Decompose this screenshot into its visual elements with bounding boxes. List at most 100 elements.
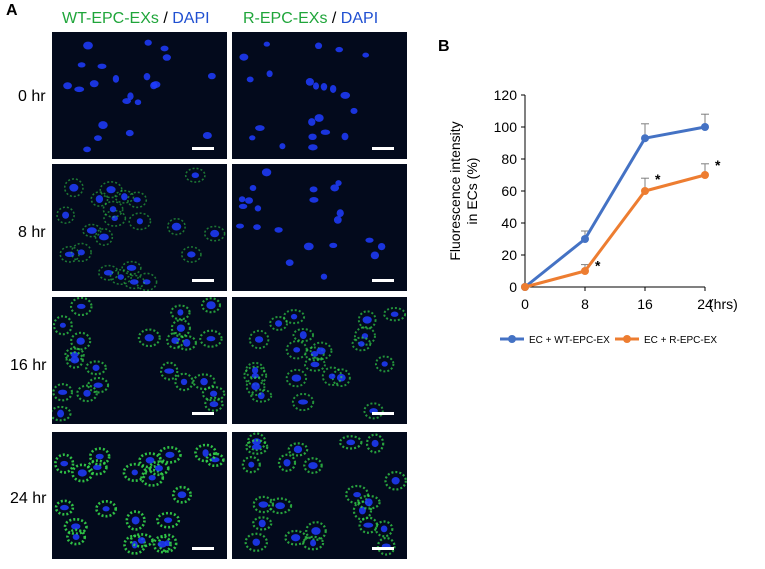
nucleus: [364, 498, 373, 507]
nucleus: [77, 469, 87, 477]
nucleus: [291, 534, 301, 542]
nucleus: [263, 41, 270, 47]
nucleus: [72, 533, 80, 540]
exosome-signal: [140, 468, 165, 487]
exosome-signal: [184, 167, 206, 183]
exosome-signal: [122, 462, 147, 482]
nucleus: [71, 523, 81, 530]
exosome-signal: [192, 373, 216, 390]
exosome-signal: [292, 328, 315, 343]
scale-bar: [192, 147, 214, 150]
exosome-signal: [283, 309, 306, 325]
nucleus: [275, 320, 283, 327]
exosome-signal: [102, 200, 124, 218]
exosome-signal: [268, 497, 293, 515]
exosome-signal: [166, 331, 185, 350]
nucleus: [106, 186, 116, 194]
nucleus: [340, 91, 351, 99]
nucleus: [202, 132, 212, 139]
nucleus: [206, 336, 216, 342]
panel-a-letter: A: [6, 2, 18, 19]
exosome-signal: [166, 217, 186, 236]
exosome-signal: [56, 206, 75, 224]
nucleus: [314, 42, 323, 50]
nucleus: [77, 62, 86, 68]
nucleus: [99, 233, 109, 241]
y-tick-label: 100: [494, 119, 518, 135]
nucleus: [329, 242, 338, 249]
exosome-signal: [248, 329, 270, 350]
exosome-signal: [352, 500, 373, 521]
exosome-signal: [52, 383, 74, 402]
exosome-signal: [305, 521, 327, 541]
exosome-signal: [180, 246, 202, 263]
nucleus: [160, 45, 169, 52]
nucleus: [258, 501, 269, 508]
column-header-wt-blue: DAPI: [172, 10, 210, 27]
data-point: [641, 134, 649, 143]
data-point: [581, 235, 589, 243]
nucleus: [60, 504, 69, 511]
nucleus: [97, 63, 107, 69]
nucleus: [350, 107, 358, 114]
nucleus: [320, 129, 331, 135]
exosome-signal: [148, 460, 170, 477]
nucleus: [102, 506, 110, 512]
nucleus: [253, 224, 261, 230]
nucleus: [285, 259, 294, 266]
exosome-signal: [250, 388, 273, 403]
legend-swatch-marker: [623, 335, 631, 343]
y-tick-label: 60: [501, 183, 517, 199]
exosome-signal: [363, 402, 384, 420]
exosome-signal: [201, 297, 222, 314]
nucleus: [70, 356, 80, 364]
exosome-signal: [54, 499, 75, 516]
nucleus: [353, 492, 361, 498]
nucleus: [308, 144, 318, 151]
nucleus: [381, 361, 388, 367]
nucleus: [314, 114, 324, 122]
exosome-signal: [82, 223, 102, 238]
exosome-signal: [199, 329, 223, 348]
nucleus: [311, 527, 321, 535]
exosome-signal: [170, 319, 191, 338]
nucleus: [70, 351, 79, 358]
nucleus: [209, 390, 218, 397]
nucleus: [330, 184, 340, 192]
nucleus: [62, 211, 70, 219]
nucleus: [239, 53, 249, 61]
exosome-signal: [321, 366, 343, 386]
y-tick-label: 120: [494, 87, 518, 103]
nucleus: [252, 538, 261, 546]
nucleus: [162, 54, 171, 61]
nucleus: [251, 382, 260, 391]
nucleus: [157, 540, 167, 548]
x-tick-label: 16: [637, 296, 653, 312]
nucleus: [257, 392, 265, 400]
exosome-signal: [356, 494, 381, 510]
exosome-signal: [86, 459, 108, 476]
micrograph-background: [232, 297, 407, 424]
nucleus: [336, 209, 344, 218]
nucleus: [63, 82, 72, 90]
nucleus: [310, 361, 320, 368]
exosome-signal: [103, 209, 127, 227]
nucleus: [391, 476, 400, 485]
nucleus: [95, 195, 104, 204]
exosome-signal: [159, 361, 179, 381]
exosome-signal: [277, 453, 297, 472]
nucleus: [335, 46, 344, 53]
x-tick-label: 8: [581, 296, 589, 312]
exosome-signal: [365, 433, 385, 454]
data-point: [641, 187, 649, 195]
nucleus: [377, 242, 386, 251]
exosome-signal: [65, 351, 84, 369]
nucleus: [245, 197, 254, 204]
micrograph-background: [232, 164, 407, 291]
column-header-r-sep: /: [327, 10, 341, 27]
micrograph-background: [52, 32, 227, 159]
nucleus: [177, 309, 184, 316]
legend-swatch-marker: [508, 335, 516, 343]
nucleus: [144, 39, 152, 46]
nucleus: [251, 444, 262, 450]
